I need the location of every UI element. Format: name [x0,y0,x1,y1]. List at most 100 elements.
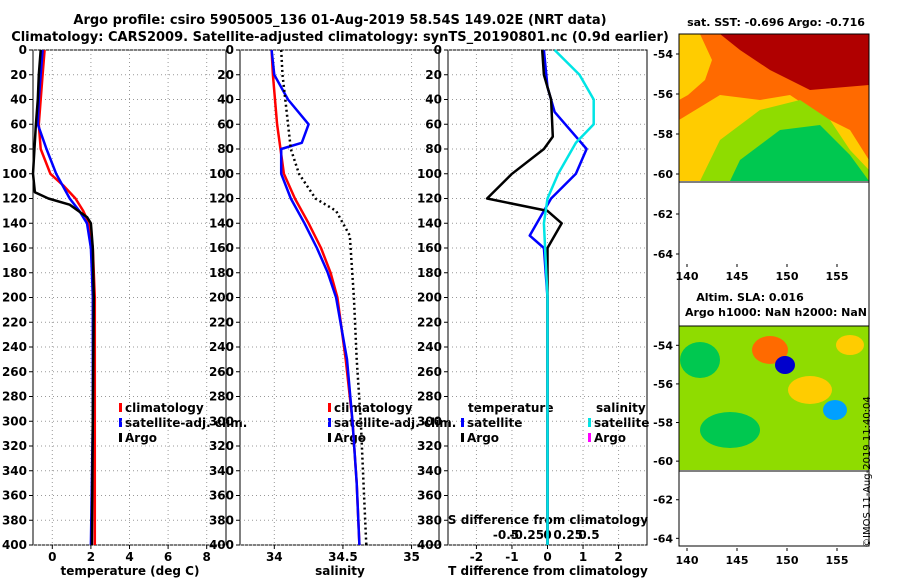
credit-text: ©IMOS 11-Aug-2019 11:40:04 [862,396,873,548]
depth-tick-label: 20 [10,68,27,82]
temperature-legend: climatology satellite-adj. clim. Argo [119,401,247,445]
depth-tick-label: 380 [2,513,27,527]
legend-swatch-climatology [119,403,122,412]
depth-tick-label: 140 [417,216,442,230]
map-lat-tick-label: -60 [653,455,673,468]
map-lon-tick-label: 155 [826,554,849,567]
depth-tick-label: 80 [425,142,442,156]
depth-tick-label: 340 [417,464,442,478]
depth-tick-label: 120 [2,192,27,206]
x-tick-label: -2 [470,550,483,564]
x-tick-label: 1 [579,550,587,564]
depth-tick-label: 340 [209,464,234,478]
series-line-argo [31,49,96,546]
depth-tick-label: 120 [417,192,442,206]
depth-tick-label: 240 [209,340,234,354]
depth-tick-label: 320 [417,439,442,453]
sla-eddy-3 [775,356,795,374]
legend-swatch-s-argo [588,433,591,442]
sla-map [678,325,870,547]
depth-tick-label: 320 [2,439,27,453]
legend-swatch-climatology [328,403,331,412]
depth-tick-label: 220 [2,315,27,329]
s-diff-tick-label: 0.25 [553,528,583,542]
series-line-t-satellite [528,49,588,545]
sst-cold-region [730,125,869,181]
map-lon-tick-label: 155 [826,270,849,283]
salinity-panel-frame [239,49,440,546]
legend-label-t-argo: Argo [467,431,499,445]
x-tick-label: 0 [48,550,56,564]
sla-eddy-6 [700,412,760,448]
map-lat-tick-label: -54 [653,339,673,352]
depth-tick-label: 380 [209,513,234,527]
map-lon-tick-label: 150 [776,270,799,283]
map-lon-tick-label: 140 [676,270,699,283]
depth-tick-label: 260 [2,365,27,379]
x-tick-label: 35 [403,550,420,564]
legend-label-t-satellite: satellite [467,416,522,430]
x-tick-label: -1 [505,550,518,564]
sla-map-title-line1: Altim. SLA: 0.016 [696,291,804,304]
depth-tick-label: 40 [217,93,234,107]
depth-tick-label: 180 [417,266,442,280]
depth-tick-label: 400 [417,538,442,552]
sst-warm-region [679,34,869,90]
depth-tick-label: 40 [425,93,442,107]
depth-tick-label: 80 [217,142,234,156]
map-lat-tick-label: -58 [653,128,673,141]
depth-tick-label: 200 [417,291,442,305]
legend-swatch-satellite [328,418,331,427]
x-tick-label: 6 [164,550,172,564]
legend-label-satellite: satellite-adj. clim. [125,416,247,430]
legend-swatch-satellite [119,418,122,427]
depth-tick-label: 260 [417,365,442,379]
map-lon-tick-label: 145 [726,554,749,567]
map-lon-tick-label: 145 [726,270,749,283]
salinity-x-label: salinity [315,564,365,578]
depth-tick-label: 140 [209,216,234,230]
map-lat-tick-label: -60 [653,168,673,181]
salinity-legend: climatology satellite-adj. clim. Argo [328,401,456,445]
legend-label-climatology: climatology [125,401,204,415]
depth-tick-label: 60 [425,117,442,131]
depth-tick-label: 100 [209,167,234,181]
depth-tick-label: 160 [209,241,234,255]
title-line-2: Climatology: CARS2009. Satellite-adjuste… [11,30,669,45]
s-diff-tick-label: -0.25 [509,528,544,542]
depth-tick-label: 280 [209,390,234,404]
legend-label-s-satellite: satellite [594,416,649,430]
temperature-x-label: temperature (deg C) [61,564,200,578]
depth-tick-label: 200 [2,291,27,305]
depth-tick-label: 300 [209,414,234,428]
depth-tick-label: 360 [417,489,442,503]
x-tick-label: 8 [203,550,211,564]
x-tick-label: 2 [87,550,95,564]
map-lon-tick-label: 150 [776,554,799,567]
map-lat-tick-label: -64 [653,532,673,545]
depth-tick-label: 360 [209,489,234,503]
depth-tick-label: 280 [2,390,27,404]
series-line-s-satellite [542,49,595,545]
legend-label-argo: Argo [125,431,157,445]
depth-tick-label: 400 [2,538,27,552]
depth-tick-label: 180 [2,266,27,280]
legend-swatch-s-satellite [588,418,591,427]
x-tick-label: 34 [266,550,283,564]
depth-tick-label: 340 [2,464,27,478]
depth-tick-label: 260 [209,365,234,379]
depth-tick-label: 160 [2,241,27,255]
series-line-satellite-adj-clim- [270,49,361,546]
x-tick-label: 34.5 [328,550,358,564]
legend-label-argo: Argo [334,431,366,445]
depth-tick-label: 0 [19,43,27,57]
depth-tick-label: 100 [417,167,442,181]
map-lat-tick-label: -54 [653,48,673,61]
sla-map-title-line2: Argo h1000: NaN h2000: NaN [685,306,867,319]
depth-tick-label: 280 [417,390,442,404]
legend-swatch-t-satellite [461,418,464,427]
sla-eddy-5 [823,400,847,420]
sla-map-lower-frame [678,470,870,547]
legend-title-temperature: temperature [468,401,553,415]
